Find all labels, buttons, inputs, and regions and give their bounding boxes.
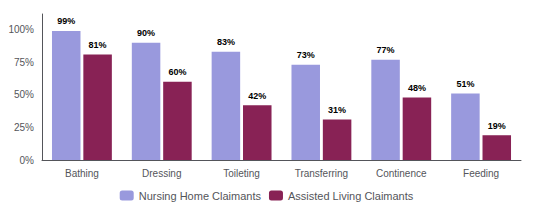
svg-text:42%: 42% <box>248 91 266 101</box>
svg-text:77%: 77% <box>377 45 395 55</box>
svg-text:Assisted Living Claimants: Assisted Living Claimants <box>288 190 414 202</box>
svg-text:Dressing: Dressing <box>142 168 181 179</box>
svg-text:31%: 31% <box>328 105 346 115</box>
svg-text:Feeding: Feeding <box>463 168 499 179</box>
svg-text:0%: 0% <box>20 155 35 166</box>
svg-text:75%: 75% <box>14 57 34 68</box>
svg-text:19%: 19% <box>488 121 506 131</box>
svg-text:83%: 83% <box>217 37 235 47</box>
svg-text:48%: 48% <box>408 83 426 93</box>
svg-text:100%: 100% <box>8 24 34 35</box>
svg-text:Toileting: Toileting <box>223 168 260 179</box>
svg-text:50%: 50% <box>14 89 34 100</box>
svg-text:60%: 60% <box>168 67 186 77</box>
svg-text:90%: 90% <box>137 28 155 38</box>
svg-text:Transferring: Transferring <box>295 168 349 179</box>
svg-text:73%: 73% <box>297 50 315 60</box>
svg-text:Continence: Continence <box>376 168 427 179</box>
svg-text:81%: 81% <box>89 40 107 50</box>
svg-text:Bathing: Bathing <box>65 168 99 179</box>
svg-text:99%: 99% <box>57 16 75 26</box>
svg-text:25%: 25% <box>14 122 34 133</box>
svg-text:51%: 51% <box>456 79 474 89</box>
svg-text:Nursing Home Claimants: Nursing Home Claimants <box>139 190 262 202</box>
